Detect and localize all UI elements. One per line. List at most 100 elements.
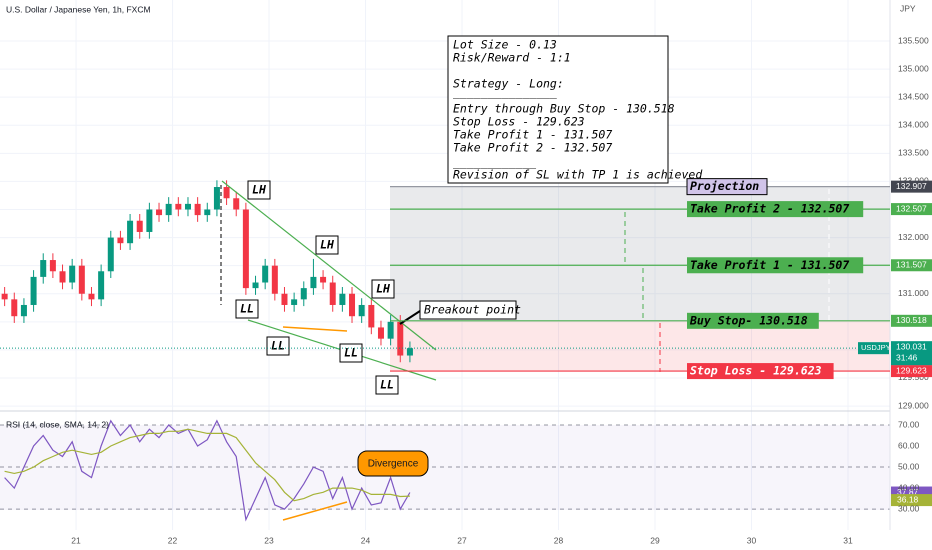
swing-box	[375, 375, 399, 395]
rsi-title: RSI (14, close, SMA, 14, 2)	[6, 419, 109, 429]
candle-body	[310, 276, 317, 289]
y-tick-label: 135.000	[898, 63, 929, 73]
level-axis-tag	[891, 203, 932, 216]
candle-body	[69, 265, 76, 283]
info-line: Lot Size - 0.13	[453, 38, 557, 52]
symbol-label: USDJPY	[861, 343, 891, 352]
candle-body	[223, 187, 230, 199]
candle-body	[339, 293, 346, 305]
candle-body	[358, 304, 365, 317]
level-label: Buy Stop- 130.518	[689, 313, 808, 327]
info-line: _______________	[453, 85, 557, 99]
swing-label: LL	[271, 339, 285, 353]
level-axis-label: 132.907	[896, 181, 927, 191]
x-tick-label: 24	[361, 535, 371, 545]
rsi-line	[4, 419, 411, 522]
candle-body	[30, 276, 37, 305]
candle-body	[40, 260, 47, 277]
divergence-box	[357, 450, 429, 477]
candle-body	[146, 209, 153, 232]
candle-body	[397, 321, 404, 356]
candle-body	[88, 293, 95, 300]
swing-box	[235, 299, 259, 319]
swing-labels: LH LH LH LL LL LL LL	[235, 180, 399, 395]
swing-box	[315, 235, 339, 255]
level-axis-label: 131.507	[896, 260, 927, 270]
y-tick-label: 134.500	[898, 91, 929, 101]
candle-body	[107, 237, 114, 272]
candle-body	[20, 304, 27, 317]
candle-body	[291, 299, 298, 305]
breakout-label: Breakout point	[424, 303, 521, 317]
level-axis-label: 130.518	[896, 315, 927, 325]
level-axis-tag	[891, 180, 932, 193]
candle-body	[320, 276, 327, 283]
info-line: Stop Loss - 129.623	[453, 115, 585, 129]
info-line: Revision of SL with TP 1 is achieved	[453, 168, 703, 182]
y-tick-label: 135.500	[898, 35, 929, 45]
candle-body	[175, 203, 182, 210]
arrow	[399, 310, 421, 325]
candle-body	[165, 203, 172, 216]
info-line: ____________	[453, 155, 536, 169]
candle-body	[59, 271, 66, 283]
swing-label: LL	[240, 302, 254, 316]
swing-label: LH	[376, 282, 390, 296]
level-axis-tag	[891, 259, 932, 272]
candle-body	[349, 293, 356, 317]
rsi-tag-label: 37.87	[897, 487, 919, 497]
divergence-line	[282, 326, 348, 332]
breakout-box	[419, 300, 517, 320]
rsi-line	[4, 428, 410, 502]
info-line: Entry through Buy Stop - 130.518	[453, 102, 675, 116]
rsi-tick-label: 50.00	[898, 461, 920, 471]
y-tick-label: 132.000	[898, 232, 929, 242]
info-line: Take Profit 1 - 131.507	[453, 128, 612, 142]
x-tick-label: 27	[457, 535, 467, 545]
level-axis-label: 132.507	[896, 203, 927, 213]
currency: JPY	[900, 3, 916, 13]
candle-body	[300, 288, 307, 300]
level-label: Take Profit 2 - 132.507	[690, 202, 849, 216]
candle-body	[98, 271, 105, 300]
candle-body	[136, 220, 143, 232]
candle-body	[368, 304, 375, 328]
candle-body	[204, 209, 211, 216]
level-label: Take Profit 1 - 131.507	[690, 258, 849, 272]
candle-body	[127, 220, 134, 244]
candle-body	[49, 260, 56, 272]
candle-body	[117, 237, 124, 244]
level-label-bg	[687, 201, 864, 218]
candle-body	[271, 265, 278, 294]
info-box: Lot Size - 0.13 Risk/Reward - 1:1 Strate…	[447, 35, 703, 184]
swing-label: LH	[320, 238, 334, 252]
rsi-tag-label: 36.18	[897, 494, 919, 504]
price-label: 130.031	[896, 341, 927, 351]
y-tick-label: 129.000	[898, 400, 929, 410]
candle-body	[233, 198, 240, 210]
info-line: Strategy - Long:	[453, 77, 564, 91]
rsi-band	[0, 425, 890, 510]
level-label-bg	[687, 257, 864, 274]
info-line: Risk/Reward - 1:1	[453, 51, 571, 65]
price-tag	[891, 341, 932, 366]
trend-line	[221, 180, 437, 351]
candle-body	[213, 187, 220, 210]
rsi-tick-label: 30.00	[898, 503, 920, 513]
candle-body	[184, 203, 191, 210]
x-tick-label: 28	[554, 535, 564, 545]
swing-label: LL	[380, 378, 394, 392]
rsi-tick-label: 40.00	[898, 482, 920, 492]
swing-label: LH	[252, 183, 266, 197]
y-tick-label: 129.500	[898, 372, 929, 382]
swing-box	[266, 336, 290, 356]
level-label-bg	[686, 178, 768, 196]
x-tick-label: 21	[71, 535, 81, 545]
y-tick-label: 134.000	[898, 119, 929, 129]
candle-body	[194, 203, 201, 216]
level-label: Stop Loss - 129.623	[690, 364, 822, 378]
level-axis-tag	[891, 314, 932, 327]
risk-zone	[390, 320, 890, 372]
info-line: Take Profit 2 - 132.507	[453, 141, 612, 155]
